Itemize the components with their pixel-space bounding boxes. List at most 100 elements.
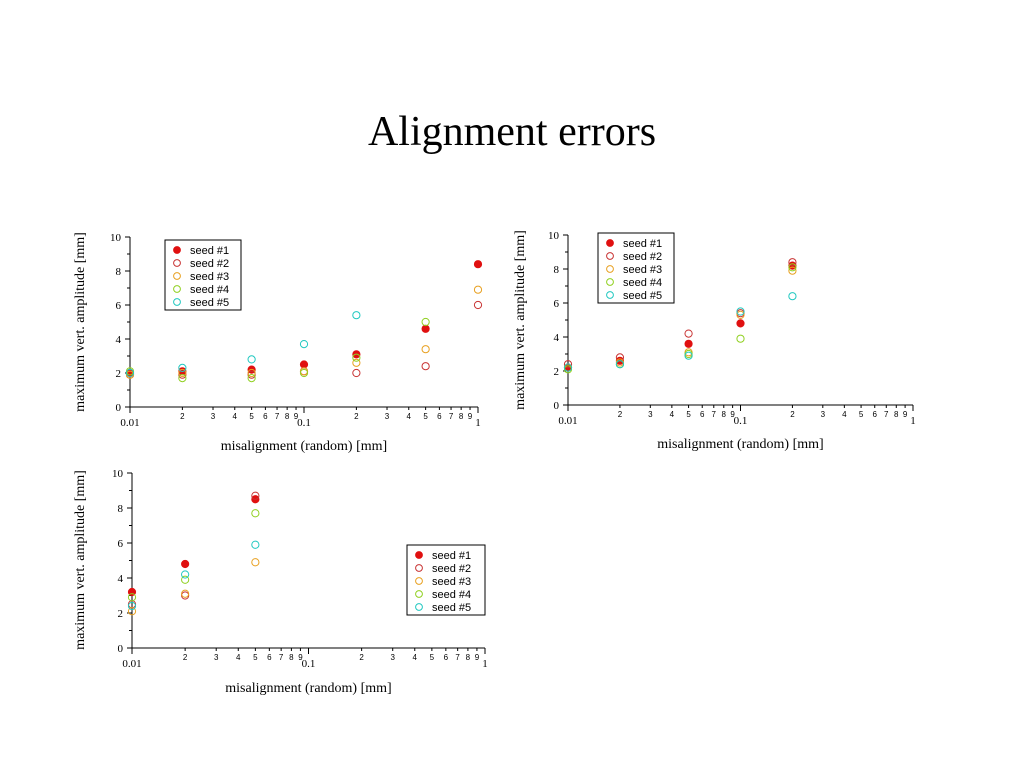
legend-label: seed #1: [432, 550, 471, 562]
y-tick-label: 8: [116, 266, 122, 278]
data-point: [421, 317, 430, 327]
legend-label: seed #2: [190, 258, 229, 270]
data-point: [352, 358, 361, 367]
x-minor-label: 5: [859, 410, 864, 419]
y-axis-title: maximum vert. amplitude [mm]: [73, 470, 88, 650]
data-point: [563, 360, 573, 369]
data-point: [788, 263, 797, 272]
data-point: [473, 300, 483, 310]
legend-marker: [606, 252, 614, 260]
x-minor-label: 7: [275, 412, 280, 421]
x-minor-label: 8: [459, 412, 464, 421]
data-point: [251, 491, 260, 500]
legend-marker: [606, 291, 614, 299]
legend-label: seed #3: [432, 576, 471, 588]
x-minor-label: 5: [249, 412, 254, 421]
x-minor-label: 6: [873, 410, 878, 419]
x-minor-label: 4: [670, 410, 675, 419]
y-tick-label: 0: [118, 643, 124, 655]
x-minor-label: 4: [236, 653, 241, 662]
data-point: [421, 362, 430, 371]
y-tick-label: 4: [116, 334, 122, 346]
data-point: [352, 353, 361, 362]
data-point: [788, 258, 797, 267]
data-point: [181, 575, 190, 584]
data-point: [788, 292, 797, 301]
data-point: [615, 360, 625, 369]
legend-label: seed #3: [623, 264, 662, 276]
x-minor-label: 2: [790, 410, 795, 419]
data-point: [127, 601, 137, 611]
x-minor-label: 3: [648, 410, 653, 419]
data-point: [736, 307, 745, 316]
legend-label: seed #1: [623, 238, 662, 250]
y-tick-label: 8: [118, 503, 124, 515]
legend-marker: [173, 246, 181, 254]
legend-label: seed #4: [432, 589, 471, 601]
legend-marker: [173, 259, 181, 267]
data-point: [299, 340, 309, 349]
y-tick-label: 10: [110, 232, 122, 244]
x-tick-label: 0.01: [122, 658, 141, 670]
data-point: [178, 368, 187, 378]
data-point: [684, 339, 693, 348]
legend-label: seed #5: [623, 290, 662, 302]
x-tick-label: 1: [475, 417, 481, 429]
data-point: [736, 310, 745, 320]
x-minor-label: 6: [700, 410, 705, 419]
y-tick-label: 8: [554, 264, 560, 276]
y-tick-label: 10: [548, 230, 560, 242]
x-minor-label: 4: [413, 653, 418, 662]
data-point: [299, 367, 309, 376]
x-minor-label: 6: [263, 412, 268, 421]
y-tick-label: 10: [112, 468, 124, 480]
data-point: [251, 558, 260, 567]
x-minor-label: 9: [298, 653, 303, 662]
x-tick-label: 1: [482, 658, 488, 670]
x-minor-label: 8: [285, 412, 290, 421]
y-axis-title: maximum vert. amplitude [mm]: [513, 230, 528, 410]
x-minor-label: 3: [385, 412, 390, 421]
y-tick-label: 4: [554, 332, 560, 344]
legend-marker: [415, 577, 423, 585]
x-minor-label: 9: [903, 410, 908, 419]
data-point: [181, 559, 190, 569]
x-tick-label: 0.01: [120, 417, 139, 429]
x-minor-label: 9: [730, 410, 735, 419]
legend-label: seed #3: [190, 271, 229, 283]
data-point: [178, 363, 187, 372]
x-tick-label: 1: [910, 415, 916, 427]
x-minor-label: 7: [712, 410, 717, 419]
x-minor-label: 5: [253, 653, 258, 662]
data-point: [684, 329, 693, 338]
x-minor-label: 7: [449, 412, 454, 421]
legend-label: seed #2: [432, 563, 471, 575]
y-tick-label: 4: [118, 573, 124, 585]
x-axis-title: misalignment (random) [mm]: [225, 681, 391, 696]
data-point: [421, 345, 430, 354]
legend-marker: [415, 564, 423, 572]
data-point: [736, 319, 745, 328]
x-axis-title: misalignment (random) [mm]: [657, 437, 823, 452]
y-tick-label: 2: [116, 368, 122, 380]
y-tick-label: 0: [554, 400, 560, 412]
x-minor-label: 2: [180, 412, 185, 421]
data-point: [125, 368, 135, 378]
x-minor-label: 3: [214, 653, 219, 662]
data-point: [788, 266, 797, 275]
data-point: [127, 607, 137, 616]
legend-marker: [173, 272, 181, 280]
data-point: [684, 349, 693, 359]
legend-label: seed #4: [623, 277, 662, 289]
x-minor-label: 3: [211, 412, 216, 421]
x-minor-label: 9: [294, 412, 299, 421]
legend-marker: [606, 239, 614, 247]
legend-label: seed #2: [623, 251, 662, 263]
x-minor-label: 8: [722, 410, 727, 419]
x-minor-label: 5: [430, 653, 435, 662]
y-axis-title: maximum vert. amplitude [mm]: [73, 232, 88, 412]
x-minor-label: 8: [289, 653, 294, 662]
legend-marker: [173, 285, 181, 293]
y-tick-label: 2: [118, 608, 124, 620]
y-tick-label: 6: [554, 298, 560, 310]
